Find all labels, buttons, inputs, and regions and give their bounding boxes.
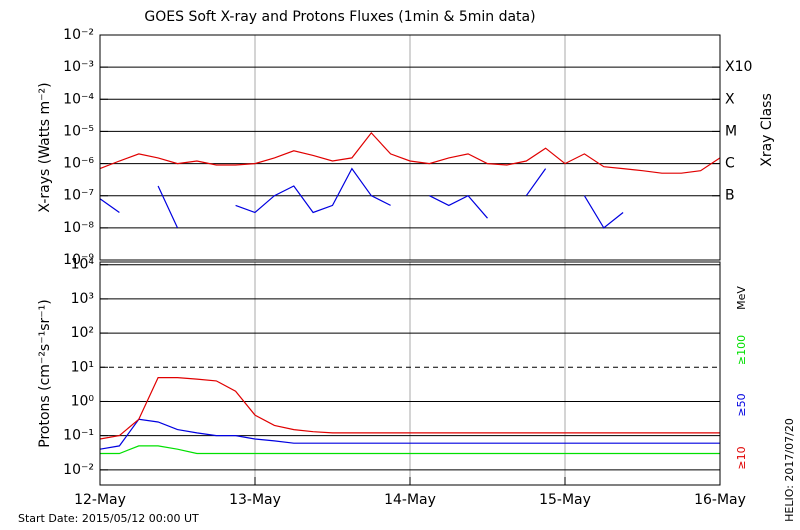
legend-label: ≥10 <box>735 446 748 469</box>
y-axis-label: X-rays (Watts m⁻²) <box>37 82 53 212</box>
chart-title: GOES Soft X-ray and Protons Fluxes (1min… <box>144 9 535 25</box>
x-tick-label: 15-May <box>539 492 591 508</box>
y-tick-label: 10⁻⁶ <box>63 156 94 172</box>
y-tick-label: 10² <box>71 325 94 341</box>
y-tick-label: 10⁻⁵ <box>63 123 94 139</box>
x-tick-label: 13-May <box>229 492 281 508</box>
y-tick-label: 10⁰ <box>71 393 95 409</box>
y-tick-label: 10⁻³ <box>63 59 94 75</box>
y-tick-label: 10⁻¹ <box>63 428 94 444</box>
y-tick-label: 10⁻⁷ <box>63 188 94 204</box>
y-tick-label: 10⁻² <box>63 27 94 43</box>
x-tick-label: 14-May <box>384 492 436 508</box>
y2-tick-label: M <box>725 123 737 139</box>
y-tick-label: 10⁻⁸ <box>63 220 94 236</box>
y2-tick-label: B <box>725 188 735 204</box>
legend-label: ≥100 <box>735 335 748 365</box>
series-line <box>99 418 720 450</box>
credit: HELIO: 2017/07/20 <box>783 418 796 522</box>
y2-tick-label: X <box>725 91 735 107</box>
y-axis-label: Protons (cm⁻²s⁻¹sr⁻¹) <box>37 299 53 448</box>
y2-tick-label: X10 <box>725 59 752 75</box>
legend-label: ≥50 <box>735 393 748 416</box>
y-tick-label: 10⁻⁴ <box>63 91 94 107</box>
y-tick-label: 10⁻⁹ <box>63 252 94 268</box>
x-tick-label: 12-May <box>74 492 126 508</box>
y-tick-label: 10⁴ <box>71 257 95 273</box>
series-line <box>99 131 721 174</box>
start-date: Start Date: 2015/05/12 00:00 UT <box>18 512 199 525</box>
y-tick-label: 10¹ <box>71 359 94 375</box>
y2-tick-label: C <box>725 156 735 172</box>
plot-frame <box>99 34 721 261</box>
y2-axis-label: MeV <box>735 286 748 310</box>
y-tick-label: 10⁻² <box>63 462 94 478</box>
y2-axis-label: Xray Class <box>759 93 775 167</box>
x-tick-label: 16-May <box>694 492 746 508</box>
series-line <box>99 377 720 440</box>
series-line <box>100 445 720 455</box>
y-tick-label: 10³ <box>71 291 94 307</box>
